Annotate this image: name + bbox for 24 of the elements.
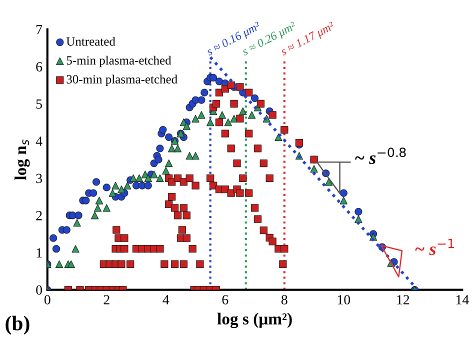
y-tick-label: 4 <box>36 136 42 146</box>
x-tick-label: 10 <box>338 295 350 304</box>
x-tick-label: 4 <box>162 295 170 304</box>
y-tick-label: 2 <box>36 211 42 220</box>
legend-label: 5-min plasma-etched <box>66 56 172 68</box>
x-tick-label: 0 <box>44 295 50 304</box>
y-axis-title: log n$_{s}$ <box>14 140 30 180</box>
legend-label: 30-min plasma-etched <box>66 74 178 86</box>
y-tick-label: 7 <box>36 25 42 34</box>
x-axis-title: log s (μm²) <box>217 312 292 328</box>
annotation: ~ s$^{−0.8}$ <box>355 148 406 164</box>
x-tick-label: 14 <box>456 295 469 304</box>
x-tick-label: 8 <box>281 295 288 304</box>
text: (b) <box>6 316 30 335</box>
legend-label: Untreated <box>66 36 116 46</box>
x-tick-label: 12 <box>397 295 410 304</box>
x-tick-label: 2 <box>104 295 110 304</box>
x-tick-label: 6 <box>222 295 228 304</box>
y-tick-label: 6 <box>36 62 42 72</box>
y-tick-label: 0 <box>36 285 42 295</box>
y-tick-label: 1 <box>36 248 42 258</box>
annotation: ~ s$^{−1}$ <box>415 238 454 256</box>
y-tick-label: 3 <box>36 174 42 184</box>
y-tick-label: 5 <box>36 99 42 109</box>
